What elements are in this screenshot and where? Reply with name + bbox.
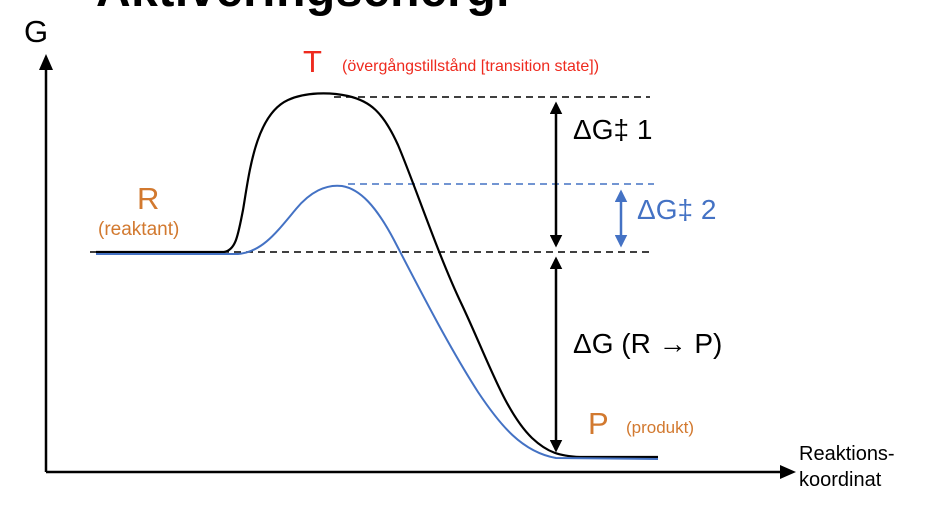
- transition-state-label: T: [303, 44, 322, 79]
- y-axis-label: G: [24, 14, 49, 49]
- transition-state-description: (övergångstillstånd [transition state]): [342, 58, 600, 75]
- x-axis-label: Reaktions- koordinat: [799, 441, 895, 493]
- reactant-description: (reaktant): [98, 219, 180, 240]
- uncatalyzed-energy-curve: [96, 92, 658, 459]
- delta-g2-label: ΔG‡ 2: [637, 194, 717, 225]
- page-title: Aktiveringsenergi: [96, 0, 510, 18]
- delta-g1-label: ΔG‡ 1: [573, 114, 653, 145]
- x-axis-label-line1: Reaktions-: [799, 443, 895, 465]
- product-label: P: [588, 406, 609, 441]
- x-axis-arrowhead-icon: [780, 465, 796, 479]
- catalyzed-energy-curve: [96, 184, 659, 460]
- delta-g-rp-label: ΔG (R → P): [573, 328, 723, 359]
- product-description: (produkt): [626, 418, 695, 437]
- y-axis-arrowhead-icon: [39, 54, 53, 70]
- reactant-label: R: [137, 181, 160, 216]
- x-axis-label-line2: koordinat: [799, 469, 882, 491]
